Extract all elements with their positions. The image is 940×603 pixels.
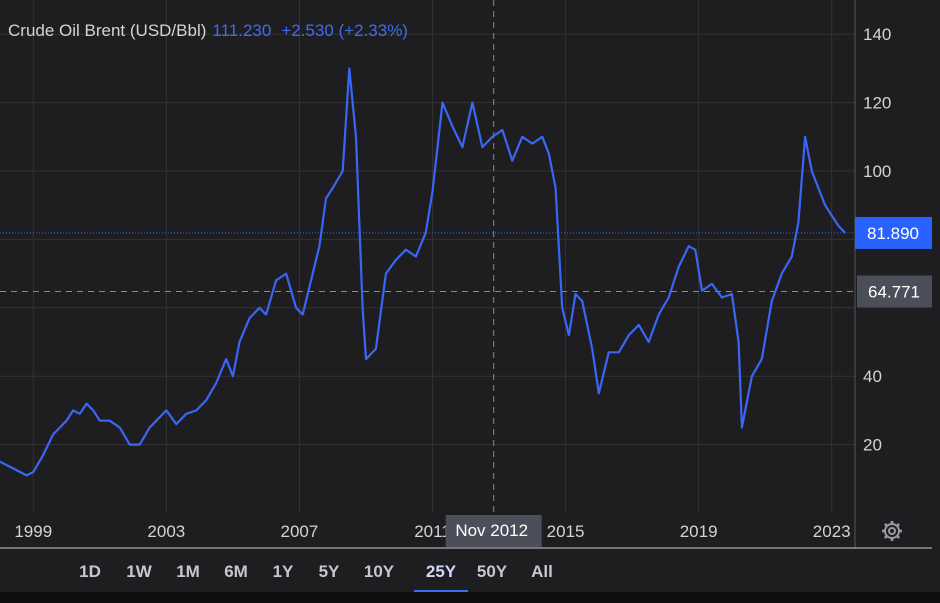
period-button-1d[interactable]: 1D bbox=[79, 562, 101, 581]
crosshair-date-tag: Nov 2012 bbox=[445, 515, 542, 547]
instrument-name: Crude Oil Brent (USD/Bbl) bbox=[8, 21, 207, 40]
x-tick-label: 2019 bbox=[680, 522, 718, 541]
period-button-all[interactable]: All bbox=[531, 562, 553, 581]
y-tick-label: 140 bbox=[863, 25, 891, 44]
price-series-line bbox=[0, 67, 846, 477]
x-tick-label: 2011 bbox=[414, 522, 451, 541]
period-button-1y[interactable]: 1Y bbox=[272, 562, 294, 581]
grid-lines bbox=[0, 0, 855, 513]
y-axis-ticks: 20 40 100 120 140 bbox=[863, 25, 891, 454]
period-button-6m[interactable]: 6M bbox=[224, 562, 248, 581]
gear-icon[interactable] bbox=[880, 519, 904, 543]
crosshair-price-value: 64.771 bbox=[868, 282, 920, 301]
crosshair-price-tag-background bbox=[857, 275, 932, 308]
period-button-5y[interactable]: 5Y bbox=[318, 562, 340, 581]
y-tick-label: 120 bbox=[863, 94, 891, 113]
last-price-tag: 81.890 bbox=[855, 216, 932, 249]
instrument-value: 111.230 bbox=[212, 21, 272, 40]
crosshair-date-value: Nov 2012 bbox=[455, 521, 528, 540]
x-tick-label: 2023 bbox=[813, 522, 851, 541]
period-button-1m[interactable]: 1M bbox=[176, 562, 200, 581]
instrument-change: +2.530 (+2.33%) bbox=[281, 21, 408, 40]
last-price-tag-background bbox=[855, 216, 932, 249]
period-selector: 1D 1W 1M 6M 1Y 5Y 10Y 25Y 50Y All bbox=[0, 552, 940, 592]
x-tick-label: 2003 bbox=[147, 522, 185, 541]
x-axis-ticks: 1999 2003 2007 2011 2015 2019 2023 bbox=[14, 522, 850, 541]
crosshair-date-tag-background bbox=[445, 515, 542, 547]
y-tick-label: 40 bbox=[863, 367, 882, 386]
y-tick-label: 20 bbox=[863, 436, 882, 455]
chart-legend: Crude Oil Brent (USD/Bbl) 111.230 +2.530 (… bbox=[8, 21, 408, 41]
period-button-25y[interactable]: 25Y bbox=[414, 552, 468, 592]
crosshair-price-tag: 64.771 bbox=[857, 275, 932, 308]
x-tick-label: 2015 bbox=[547, 522, 585, 541]
period-button-50y[interactable]: 50Y bbox=[476, 562, 508, 581]
bottom-edge bbox=[0, 592, 940, 603]
last-price-value: 81.890 bbox=[867, 224, 919, 243]
x-tick-label: 1999 bbox=[14, 522, 52, 541]
x-tick-label: 2007 bbox=[281, 522, 319, 541]
period-button-1w[interactable]: 1W bbox=[126, 562, 152, 581]
period-button-10y[interactable]: 10Y bbox=[363, 562, 395, 581]
y-tick-label: 100 bbox=[863, 162, 891, 181]
